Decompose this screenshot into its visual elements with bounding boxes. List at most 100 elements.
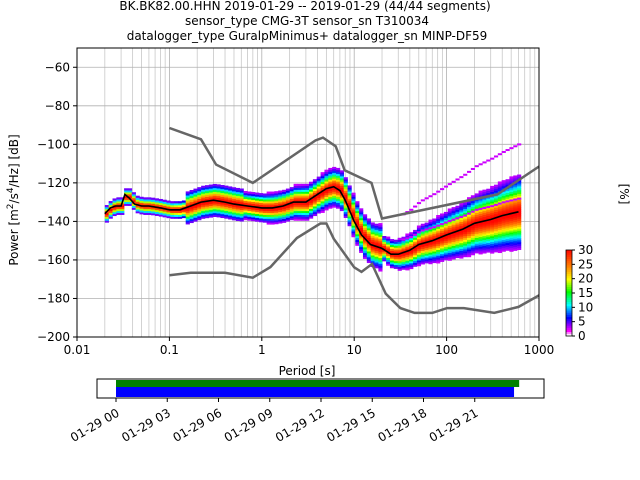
colorbar-segment xyxy=(566,316,572,320)
pdf-cell xyxy=(497,189,502,192)
pdf-cell xyxy=(440,251,445,255)
pdf-cell xyxy=(455,238,460,241)
colorbar-segment xyxy=(566,254,572,257)
pdf-cell xyxy=(490,201,495,204)
pdf-cell xyxy=(285,209,291,212)
pdf-cell xyxy=(258,220,264,223)
colorbar-segment xyxy=(566,331,572,335)
pdf-cell xyxy=(185,210,190,213)
pdf-cell xyxy=(420,229,425,232)
pdf-cell xyxy=(401,248,406,251)
pdf-cell xyxy=(513,217,518,221)
pdf-cell xyxy=(416,256,422,259)
pdf-cell xyxy=(490,249,495,252)
pdf-cell xyxy=(266,218,271,221)
pdf-cell xyxy=(332,199,337,202)
colorbar-segment xyxy=(566,282,572,285)
pdf-cell xyxy=(490,224,495,227)
pdf-cell xyxy=(154,202,160,205)
pdf-cell xyxy=(374,266,379,269)
pdf-cell xyxy=(162,203,167,206)
pdf-cell xyxy=(463,239,468,242)
pdf-cell xyxy=(251,219,256,222)
pdf-cell xyxy=(335,191,341,194)
pdf-cell xyxy=(328,206,333,209)
psd-plot-area: 0.01 0.1 1 10 100 1000−200−180−160−140−120−10… xyxy=(37,47,554,357)
pdf-cell xyxy=(501,230,506,233)
pdf-cell xyxy=(428,261,433,265)
pdf-cell xyxy=(447,225,452,229)
pdf-cell xyxy=(497,196,502,200)
pdf-cell xyxy=(497,243,502,246)
pdf-cell xyxy=(517,220,522,223)
pdf-cell xyxy=(397,266,402,269)
pdf-cell xyxy=(332,190,337,193)
pdf-cell xyxy=(497,208,502,211)
pdf-cell xyxy=(505,240,510,244)
pdf-cell xyxy=(474,239,479,242)
pdf-cell xyxy=(197,212,202,215)
pdf-cell xyxy=(112,209,117,213)
pdf-cell xyxy=(501,234,506,237)
pdf-cell xyxy=(189,191,194,195)
pdf-cell xyxy=(505,192,510,195)
pdf-cell xyxy=(428,227,433,230)
pdf-cell xyxy=(255,207,260,211)
pdf-cell xyxy=(382,243,387,246)
pdf-cell xyxy=(293,199,298,202)
pdf-cell xyxy=(324,179,329,182)
pdf-cell xyxy=(486,188,491,191)
pdf-cell xyxy=(420,260,425,263)
pdf-cell xyxy=(490,216,495,219)
pdf-cell xyxy=(320,185,325,188)
pdf-cell xyxy=(124,190,129,193)
pdf-cell xyxy=(432,247,437,250)
pdf-cell xyxy=(501,216,506,219)
pdf-cell xyxy=(262,201,267,204)
pdf-cell xyxy=(270,191,275,194)
pdf-cell xyxy=(343,190,348,193)
pdf-cell xyxy=(493,236,499,239)
pdf-cell xyxy=(397,241,402,244)
x-tick-label: 0.1 xyxy=(160,343,179,357)
pdf-cell xyxy=(189,197,194,200)
pdf-cell xyxy=(262,193,267,196)
pdf-cell xyxy=(463,216,468,219)
pdf-cell xyxy=(243,202,248,205)
pdf-cell xyxy=(501,226,506,229)
pdf-cell xyxy=(320,208,325,211)
pdf-cell xyxy=(289,206,294,209)
pdf-cell xyxy=(104,220,109,223)
pdf-cell xyxy=(162,205,167,208)
pdf-cell xyxy=(258,214,264,217)
pdf-cell xyxy=(413,254,418,258)
pdf-cell xyxy=(470,233,476,237)
pdf-cell xyxy=(116,212,121,215)
pdf-cell xyxy=(493,196,499,199)
pdf-cell xyxy=(424,247,429,250)
pdf-cell xyxy=(513,208,518,211)
pdf-cell xyxy=(513,179,518,182)
colorbar-segment xyxy=(566,250,572,253)
pdf-cell xyxy=(189,213,194,216)
pdf-cell xyxy=(181,213,187,217)
pdf-cell xyxy=(301,195,306,198)
pdf-cell xyxy=(509,236,514,239)
pdf-cell xyxy=(147,201,152,204)
pdf-cell xyxy=(409,249,414,252)
pdf-cell xyxy=(370,245,375,248)
pdf-cell xyxy=(455,178,460,181)
pdf-cell xyxy=(251,192,256,195)
pdf-cell xyxy=(208,213,214,216)
pdf-cell xyxy=(139,210,144,213)
pdf-cell xyxy=(324,200,329,203)
pdf-cell xyxy=(305,203,310,206)
pdf-cell xyxy=(474,233,479,237)
pdf-cell xyxy=(181,202,187,205)
pdf-cell xyxy=(351,202,356,205)
pdf-cell xyxy=(436,228,441,231)
pdf-cell xyxy=(366,237,371,240)
pdf-cell xyxy=(490,235,495,239)
pdf-cell xyxy=(328,179,333,182)
pdf-cell xyxy=(320,187,325,190)
